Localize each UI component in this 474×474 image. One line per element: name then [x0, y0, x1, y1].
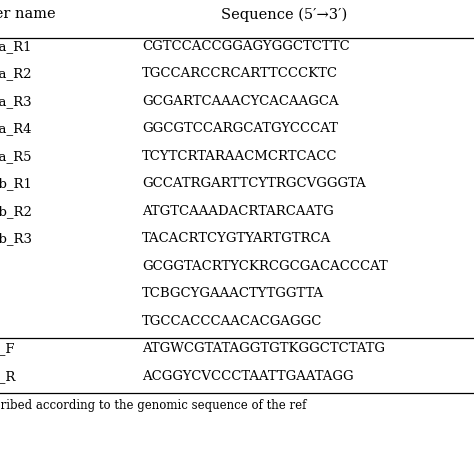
- Text: F1b_R3: F1b_R3: [0, 232, 32, 245]
- Text: F1a_R2: F1a_R2: [0, 67, 32, 80]
- Text: TACACRTCYGTYARTGTRCA: TACACRTCYGTYARTGTRCA: [142, 232, 331, 245]
- Text: F1a_R4: F1a_R4: [0, 122, 32, 135]
- Text: ACGGYCVCCCTAATTGAATAGG: ACGGYCVCCCTAATTGAATAGG: [142, 370, 354, 383]
- Text: TR_F: TR_F: [0, 342, 16, 355]
- Text: TR_R: TR_R: [0, 370, 17, 383]
- Text: escribed according to the genomic sequence of the ref: escribed according to the genomic sequen…: [0, 399, 306, 412]
- Text: TCBGCYGAAACTYTGGTTA: TCBGCYGAAACTYTGGTTA: [142, 287, 324, 300]
- Text: TGCCARCCRCARTTCCCKTC: TGCCARCCRCARTTCCCKTC: [142, 67, 338, 80]
- Text: F1b_R2: F1b_R2: [0, 205, 32, 218]
- Text: ATGTCAAADACRTARCAATG: ATGTCAAADACRTARCAATG: [142, 205, 334, 218]
- Text: TCYTCRTARAACMCRTCACC: TCYTCRTARAACMCRTCACC: [142, 150, 337, 163]
- Text: mer name: mer name: [0, 7, 55, 21]
- Text: CGTCCACCGGAGYGGCTCTTC: CGTCCACCGGAGYGGCTCTTC: [142, 40, 350, 53]
- Text: F1b_R1: F1b_R1: [0, 177, 32, 190]
- Text: F1a_R3: F1a_R3: [0, 95, 32, 108]
- Text: GCGGTACRTYCKRCGCGACACCCAT: GCGGTACRTYCKRCGCGACACCCAT: [142, 260, 388, 273]
- Text: F1a_R1: F1a_R1: [0, 40, 32, 53]
- Text: TGCCACCCAACACGAGGC: TGCCACCCAACACGAGGC: [142, 315, 323, 328]
- Text: F1a_R5: F1a_R5: [0, 150, 32, 163]
- Text: GCCATRGARTTCYTRGCVGGGTA: GCCATRGARTTCYTRGCVGGGTA: [142, 177, 366, 190]
- Text: Sequence (5′→3′): Sequence (5′→3′): [221, 7, 347, 21]
- Text: GGCGTCCARGCATGYCCCAT: GGCGTCCARGCATGYCCCAT: [142, 122, 338, 135]
- Text: GCGARTCAAACYCACAAGCA: GCGARTCAAACYCACAAGCA: [142, 95, 339, 108]
- Text: ATGWCGTATAGGTGTKGGCTCTATG: ATGWCGTATAGGTGTKGGCTCTATG: [142, 342, 385, 355]
